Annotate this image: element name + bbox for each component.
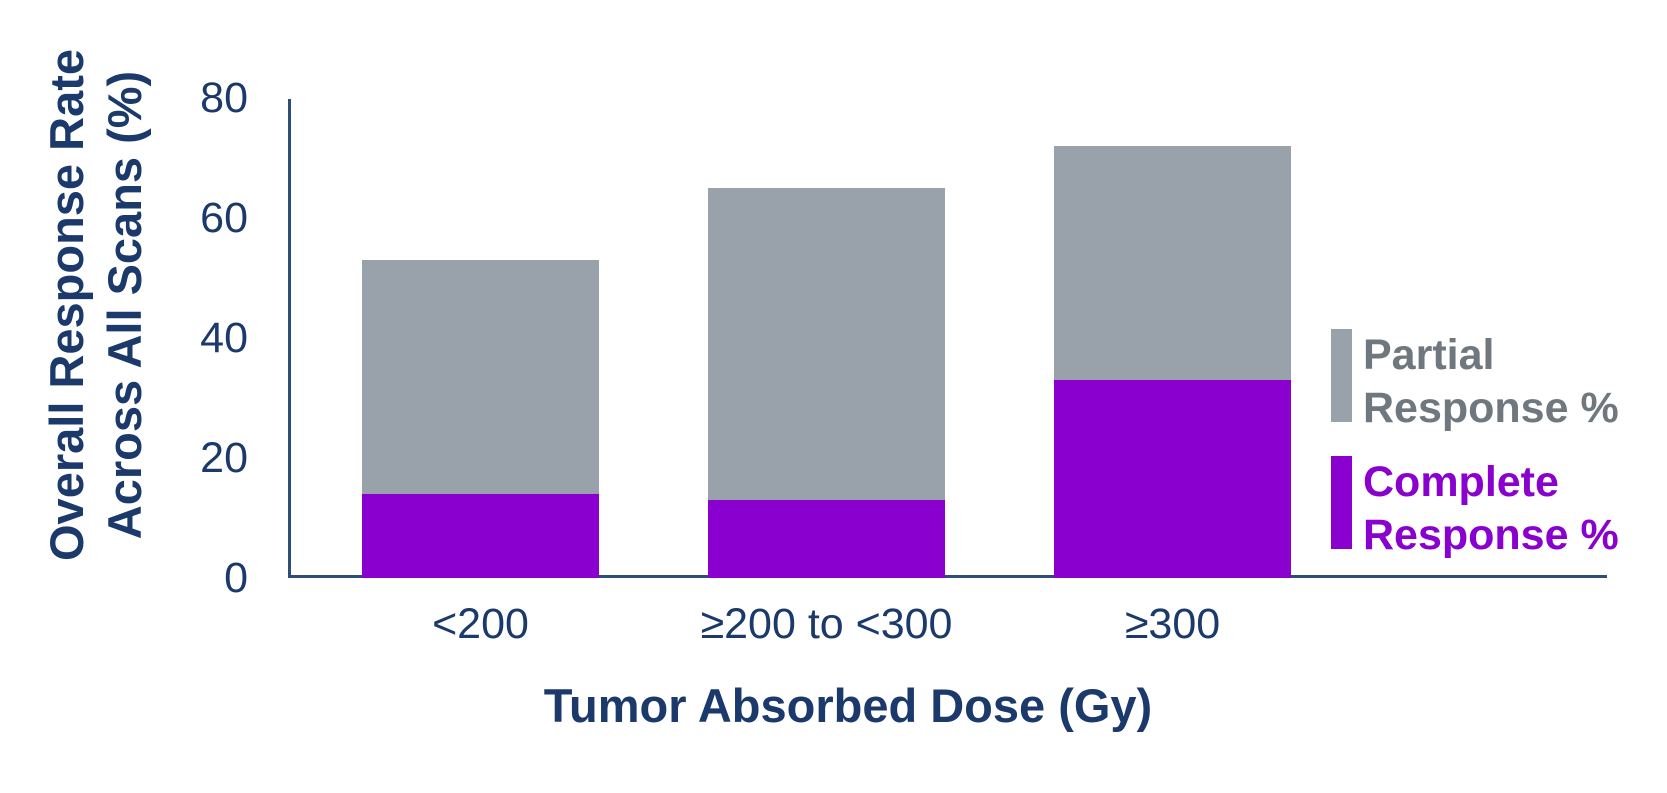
x-tick-label-1: ≥200 to <300 xyxy=(700,600,953,648)
x-tick-label-0: <200 xyxy=(432,600,529,648)
legend-complete-line2: Response % xyxy=(1363,511,1619,559)
partial-response-segment-2 xyxy=(1054,146,1291,380)
legend-partial-line1: Partial xyxy=(1363,331,1495,379)
y-axis-line xyxy=(288,99,291,578)
partial-response-segment-0 xyxy=(362,260,599,494)
x-tick-label-2: ≥300 xyxy=(1124,600,1221,648)
bar-1 xyxy=(708,188,945,578)
complete-response-segment-2 xyxy=(1054,380,1291,578)
x-axis-line xyxy=(288,575,1607,578)
bar-0 xyxy=(362,260,599,578)
legend-complete-line1: Complete xyxy=(1363,458,1559,506)
bar-2 xyxy=(1054,146,1291,578)
y-tick-label-40: 40 xyxy=(200,314,248,362)
y-tick-label-80: 80 xyxy=(200,74,248,122)
partial-response-segment-1 xyxy=(708,188,945,500)
legend-item-complete-response: Complete Response % xyxy=(1331,456,1619,562)
complete-response-segment-1 xyxy=(708,500,945,578)
y-tick-label-0: 0 xyxy=(224,554,248,602)
legend-label-partial: Partial Response % xyxy=(1363,329,1619,435)
legend-partial-line2: Response % xyxy=(1363,384,1619,432)
legend-item-partial-response: Partial Response % xyxy=(1331,329,1619,435)
legend-label-complete: Complete Response % xyxy=(1363,456,1619,562)
y-tick-label-60: 60 xyxy=(200,194,248,242)
partial-response-swatch xyxy=(1331,329,1352,422)
complete-response-segment-0 xyxy=(362,494,599,578)
complete-response-swatch xyxy=(1331,456,1352,549)
y-tick-label-20: 20 xyxy=(200,434,248,482)
x-axis-title: Tumor Absorbed Dose (Gy) xyxy=(543,679,1153,732)
y-axis-title-line1: Overall Response Rate xyxy=(40,49,93,561)
